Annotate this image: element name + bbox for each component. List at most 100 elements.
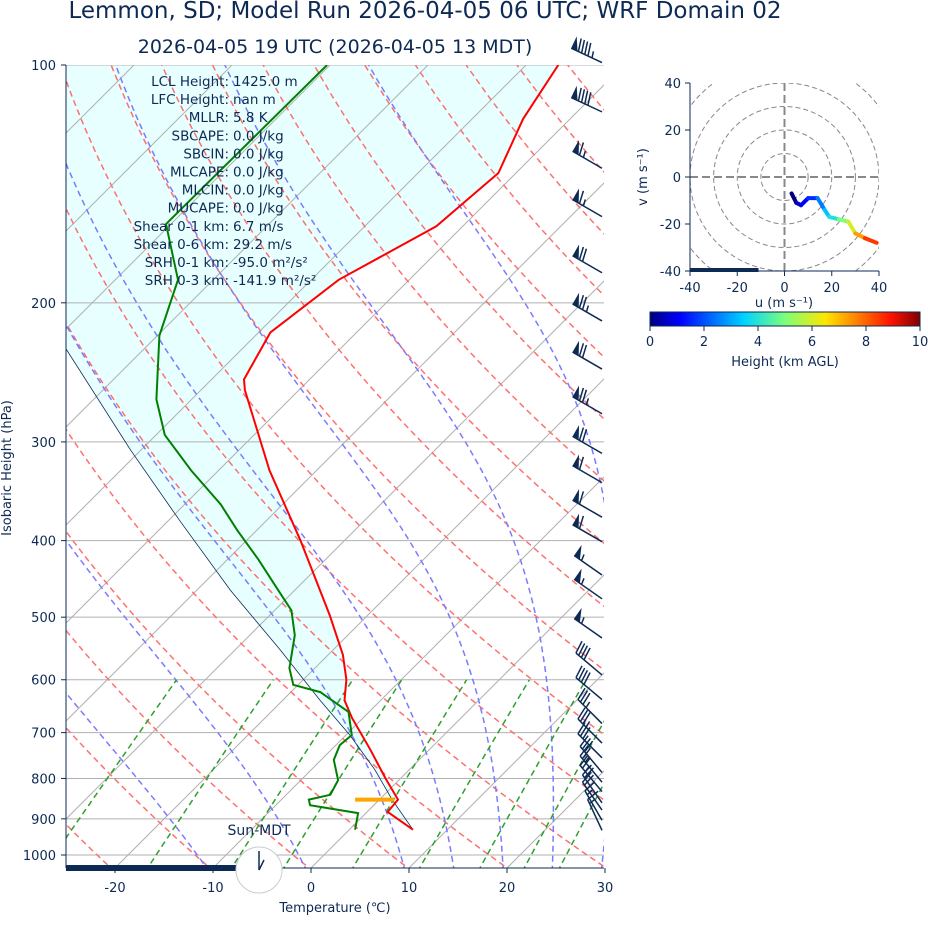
- barb-full: [578, 190, 585, 204]
- barb-flag: [574, 568, 582, 584]
- y-tick-label: 300: [31, 436, 56, 451]
- wind-barb: [572, 244, 603, 274]
- barb-full: [578, 491, 585, 505]
- barb-flag: [572, 513, 580, 529]
- isotherm: [506, 770, 604, 868]
- barb-half: [582, 199, 587, 207]
- wind-barb: [577, 707, 603, 744]
- mixing-ratio-line: [230, 679, 354, 868]
- barb-half: [585, 701, 591, 709]
- y-tick-label: 800: [31, 772, 56, 787]
- dry-adiabat: [720, 65, 928, 872]
- stat-label: MLLR:: [189, 110, 229, 126]
- x-tick-label: 20: [499, 881, 516, 896]
- stat-label: SBCAPE:: [172, 128, 229, 144]
- stat-value: 5.8 K: [233, 110, 269, 126]
- isotherm: [66, 65, 527, 526]
- hodo-ring: [690, 83, 879, 271]
- wind-barb: [572, 454, 603, 484]
- barb-full: [578, 343, 585, 357]
- barb-flag: [572, 425, 580, 440]
- y-tick-label: 600: [31, 674, 56, 689]
- barb-staff: [572, 199, 603, 218]
- stat-label: Shear 0-6 km:: [134, 237, 229, 253]
- barb-full: [579, 709, 589, 722]
- barb-flag: [572, 454, 580, 470]
- barb-full: [581, 757, 592, 769]
- x-tick-label: 30: [597, 881, 614, 896]
- wind-barb: [577, 687, 603, 725]
- wind-barb: [572, 139, 603, 169]
- wind-barb: [573, 544, 603, 576]
- hodo-x-tick-label: -40: [679, 281, 700, 296]
- shaded-area: [66, 65, 559, 830]
- barb-staff: [572, 150, 603, 169]
- parcel-profile-line: [66, 349, 414, 830]
- dry-adiabat: [110, 65, 604, 671]
- dry-adiabat: [414, 65, 604, 297]
- mixing-ratio-line: [479, 679, 587, 868]
- barb-full: [584, 740, 594, 753]
- hodo-x-label: u (m s⁻¹): [755, 296, 813, 311]
- mixing-ratio-line: [66, 679, 178, 840]
- barb-full: [581, 248, 588, 262]
- hodo-y-label: v (m s⁻¹): [636, 148, 651, 206]
- barb-staff: [572, 464, 603, 484]
- wind-barbs: [570, 36, 603, 831]
- dry-adiabat: [669, 65, 928, 872]
- wind-barb: [572, 425, 603, 454]
- stat-value: -95.0 m²/s²: [233, 255, 308, 271]
- y-tick-label: 100: [31, 59, 56, 74]
- barb-full: [577, 38, 582, 52]
- barb-full: [578, 142, 585, 156]
- isotherm: [66, 65, 429, 428]
- colorbar-tick-label: 6: [808, 335, 816, 350]
- barb-staff: [586, 799, 603, 831]
- barb-full: [581, 389, 588, 403]
- barb-full: [581, 737, 592, 750]
- hodo-ring: [736, 129, 833, 225]
- isotherm: [66, 65, 233, 232]
- wind-barb: [572, 292, 603, 322]
- isotherm: [66, 84, 604, 624]
- wind-barb: [575, 640, 603, 676]
- x-axis-label: Temperature (℃): [278, 901, 390, 916]
- barb-full: [578, 515, 585, 529]
- colorbar-tick-label: 10: [912, 335, 928, 350]
- barb-full: [578, 427, 585, 441]
- y-tick-label: 1000: [23, 849, 56, 864]
- figure-title: Lemmon, SD; Model Run 2026-04-05 06 UTC;…: [68, 0, 782, 24]
- hodo-segment: [862, 236, 879, 245]
- barb-full: [582, 727, 591, 740]
- barb-full: [581, 771, 592, 783]
- hodo-x-tick-label: -20: [727, 281, 748, 296]
- barb-flag: [572, 340, 580, 356]
- wind-barb: [570, 36, 603, 64]
- clock-icon: [235, 846, 283, 894]
- hodo-ring: [713, 106, 856, 248]
- barb-full: [584, 41, 589, 55]
- stat-label: SBCIN:: [183, 146, 229, 162]
- barb-full: [577, 722, 586, 735]
- moist-adiabat: [66, 539, 307, 868]
- barb-full: [580, 39, 586, 54]
- barb-half: [580, 554, 585, 561]
- barb-full: [581, 429, 588, 443]
- isotherm: [114, 378, 604, 868]
- barb-staff: [572, 396, 603, 415]
- barb-flag: [572, 188, 580, 204]
- barb-half: [584, 756, 590, 763]
- y-axis-label: Isobaric Height (hPa): [0, 400, 15, 536]
- barb-flag: [572, 244, 580, 260]
- isotherm: [408, 672, 604, 868]
- dewpoint-line: [155, 65, 360, 830]
- mixing-ratio-line: [418, 679, 531, 868]
- barb-staff: [577, 718, 603, 744]
- barb-half: [585, 398, 590, 405]
- barb-flag: [574, 607, 582, 623]
- stat-value: 0.0 J/kg: [233, 183, 284, 199]
- dry-adiabat: [66, 629, 311, 868]
- dry-adiabat: [313, 65, 604, 420]
